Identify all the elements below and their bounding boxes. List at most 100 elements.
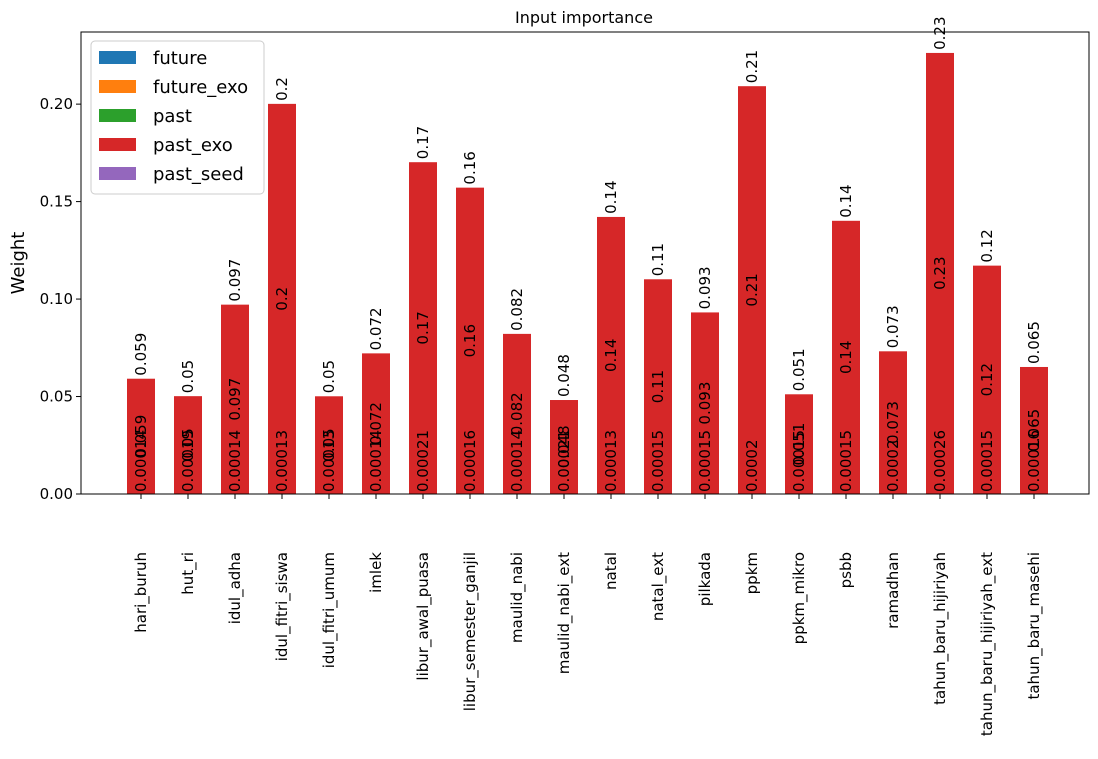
x-tick-label-natal_ext: natal_ext	[649, 552, 668, 621]
bar-past_exo-pilkada	[691, 312, 719, 494]
total-label-pilkada: 0.093	[696, 266, 714, 309]
y-tick-label: 0.20	[40, 95, 73, 113]
segment-label-past_exo-ramadhan: 0.073	[884, 401, 902, 444]
segment-label-past-tahun_baru_hijiriyah_ext: 0.00015	[978, 430, 996, 492]
legend-swatch-future	[99, 51, 136, 64]
segment-label-past-idul_fitri_umum: 0.00013	[320, 430, 338, 492]
segment-label-past_exo-pilkada: 0.093	[696, 382, 714, 425]
bar-past_exo-natal	[597, 216, 625, 494]
x-tick-label-ppkm_mikro: ppkm_mikro	[790, 552, 809, 644]
total-label-maulid_nabi_ext: 0.048	[555, 354, 573, 397]
segment-label-past-tahun_baru_masehi: 0.00016	[1025, 430, 1043, 492]
segment-label-past_exo-psbb: 0.14	[837, 341, 855, 374]
bar-past_exo-maulid_nabi	[503, 333, 531, 494]
total-label-ramadhan: 0.073	[884, 305, 902, 348]
segment-label-past-hari_buruh: 0.00014	[132, 430, 150, 492]
bar-past_exo-tahun_baru_hijiriyah_ext	[973, 265, 1001, 494]
segment-label-past_exo-idul_fitri_umum: 0.05	[320, 428, 338, 461]
y-tick-label: 0.05	[40, 388, 73, 406]
segment-label-past-idul_fitri_siswa: 0.00013	[273, 430, 291, 492]
bar-past_exo-ppkm	[738, 86, 766, 494]
segment-label-past_exo-natal: 0.14	[602, 339, 620, 372]
bar-past_exo-maulid_nabi_ext	[550, 400, 578, 494]
segment-label-past_exo-maulid_nabi: 0.082	[508, 392, 526, 435]
segment-label-past_exo-maulid_nabi_ext: 0.048	[555, 425, 573, 468]
x-tick-label-ppkm: ppkm	[743, 552, 761, 594]
total-label-tahun_baru_hijiriyah_ext: 0.12	[978, 229, 996, 262]
total-label-tahun_baru_hijiriyah: 0.23	[931, 16, 949, 49]
segment-label-past_exo-libur_semester_ganjil: 0.16	[461, 324, 479, 357]
segment-label-past-pilkada: 0.00015	[696, 430, 714, 492]
x-tick-label-pilkada: pilkada	[696, 552, 714, 606]
segment-label-past-maulid_nabi: 0.00014	[508, 430, 526, 492]
bar-past_exo-psbb	[832, 220, 860, 494]
x-tick-label-maulid_nabi_ext: maulid_nabi_ext	[555, 552, 574, 674]
segment-label-past_exo-idul_fitri_siswa: 0.2	[273, 287, 291, 311]
total-label-ppkm_mikro: 0.051	[790, 348, 808, 391]
legend-label-future: future	[153, 48, 207, 69]
segment-label-past-ramadhan: 0.0002	[884, 440, 902, 493]
segment-label-past_exo-tahun_baru_masehi: 0.065	[1025, 409, 1043, 452]
y-tick-label: 0.00	[40, 485, 73, 503]
x-tick-label-idul_adha: idul_adha	[226, 552, 245, 624]
bar-past_exo-idul_fitri_umum	[315, 396, 343, 494]
segment-label-past_exo-natal_ext: 0.11	[649, 370, 667, 403]
legend-label-future_exo: future_exo	[153, 77, 248, 98]
x-tick-label-ramadhan: ramadhan	[884, 552, 902, 629]
segment-label-past-natal_ext: 0.00015	[649, 430, 667, 492]
x-tick-label-libur_awal_puasa: libur_awal_puasa	[414, 552, 433, 681]
legend-label-past: past	[153, 106, 192, 127]
y-axis: 0.00 0.05 0.10 0.15 0.20	[40, 95, 81, 503]
segment-label-past_exo-imlek: 0.072	[367, 402, 385, 445]
total-label-libur_semester_ganjil: 0.16	[461, 151, 479, 184]
total-label-tahun_baru_masehi: 0.065	[1025, 321, 1043, 364]
x-tick-label-imlek: imlek	[367, 552, 385, 593]
bar-past_exo-hari_buruh	[127, 378, 155, 494]
segment-label-past_exo-tahun_baru_hijiriyah_ext: 0.12	[978, 363, 996, 396]
chart-title: Input importance	[515, 8, 653, 27]
x-tick-label-hari_buruh: hari_buruh	[132, 552, 151, 633]
total-label-idul_adha: 0.097	[226, 259, 244, 302]
x-tick-label-tahun_baru_hijiriyah_ext: tahun_baru_hijiriyah_ext	[978, 552, 997, 736]
total-label-psbb: 0.14	[837, 184, 855, 217]
plot-area-frame	[80, 31, 1090, 495]
segment-label-past-tahun_baru_hijiriyah: 0.00026	[931, 430, 949, 492]
segment-label-past-libur_awal_puasa: 0.00021	[414, 430, 432, 492]
bar-past_exo-idul_fitri_siswa	[268, 103, 296, 494]
legend-swatch-past	[99, 109, 136, 122]
total-label-natal: 0.14	[602, 180, 620, 213]
segment-label-past-hut_ri: 0.00019	[179, 430, 197, 492]
y-axis-label: Weight	[8, 232, 29, 295]
legend-swatch-future_exo	[99, 80, 136, 93]
segment-label-past-libur_semester_ganjil: 0.00016	[461, 430, 479, 492]
bar-past_exo-imlek	[362, 353, 390, 494]
total-label-ppkm: 0.21	[743, 50, 761, 83]
x-tick-label-idul_fitri_siswa: idul_fitri_siswa	[273, 552, 292, 661]
x-tick-label-idul_fitri_umum: idul_fitri_umum	[320, 552, 339, 668]
segment-label-past-maulid_nabi_ext: 0.00021	[555, 430, 573, 492]
total-label-hari_buruh: 0.059	[132, 333, 150, 376]
y-tick-label: 0.15	[40, 193, 73, 211]
x-tick-label-tahun_baru_hijiriyah: tahun_baru_hijiriyah	[931, 552, 950, 705]
segment-label-past-psbb: 0.00015	[837, 430, 855, 492]
segment-label-past-natal: 0.00013	[602, 430, 620, 492]
legend-swatch-past_seed	[99, 167, 136, 180]
total-label-hut_ri: 0.05	[179, 360, 197, 393]
segment-label-past-ppkm: 0.0002	[743, 440, 761, 493]
segment-label-past_exo-hari_buruh: 0.059	[132, 415, 150, 458]
segment-label-past_exo-libur_awal_puasa: 0.17	[414, 311, 432, 344]
y-tick-label: 0.10	[40, 290, 73, 308]
legend-swatch-past_exo	[99, 138, 136, 151]
legend-label-past_seed: past_seed	[153, 164, 244, 185]
bar-past_exo-ramadhan	[879, 351, 907, 494]
total-label-natal_ext: 0.11	[649, 243, 667, 276]
x-tick-label-psbb: psbb	[837, 552, 855, 588]
bar-past_exo-tahun_baru_hijiriyah	[926, 52, 954, 494]
bar-past_exo-idul_adha	[221, 304, 249, 494]
bar-past_exo-libur_semester_ganjil	[456, 187, 484, 494]
x-tick-label-tahun_baru_masehi: tahun_baru_masehi	[1025, 552, 1044, 700]
legend-label-past_exo: past_exo	[153, 135, 233, 156]
x-tick-label-libur_semester_ganjil: libur_semester_ganjil	[461, 552, 480, 711]
